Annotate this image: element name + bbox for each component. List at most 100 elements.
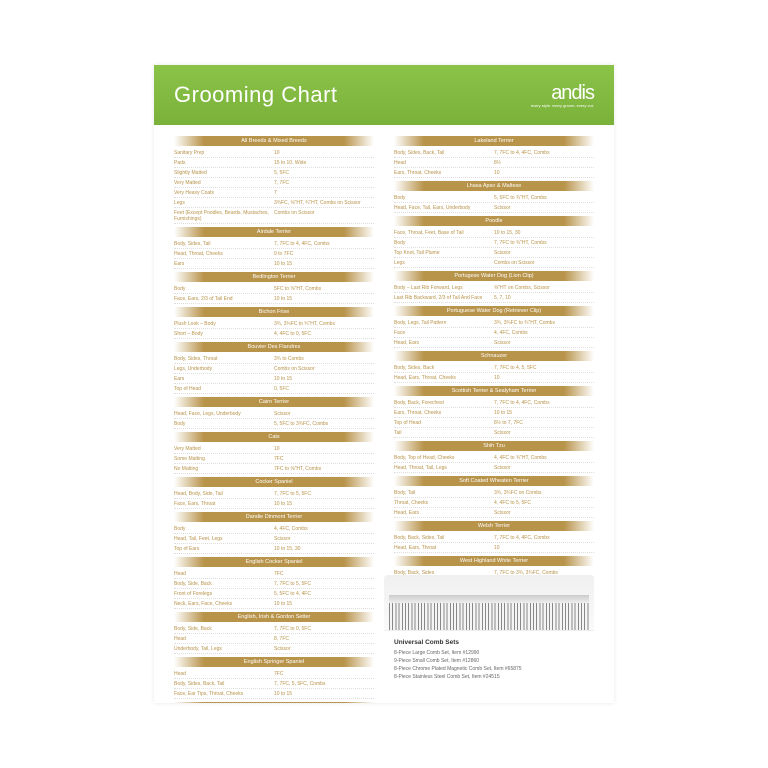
row-label: Legs — [174, 200, 274, 206]
table-row: Underbody, Tail, LegsScissor — [174, 644, 374, 654]
row-value: 7FC — [274, 671, 374, 677]
table-row: Body, Legs, Tail Pattern3¾, 3¾FC to ¾"HT… — [394, 318, 594, 328]
table-row: Head, Throat, Cheeks9 to 7FC — [174, 249, 374, 259]
section-header: Portuguese Water Dog (Retriever Clip) — [394, 306, 594, 316]
comb-sets-panel: Universal Comb Sets 8-Piece Large Comb S… — [384, 575, 594, 695]
row-label: Body, Sides, Throat — [174, 356, 274, 362]
row-value: 7, 7FC to 5, 5FC — [274, 581, 374, 587]
row-label: Head, Throat, Cheeks — [174, 251, 274, 257]
table-row: Body, Side, Back7, 7FC to 0, 5FC — [174, 624, 374, 634]
row-label: Body — [394, 195, 494, 201]
table-row: Body7, 7FC to ¾"HT, Combs — [394, 238, 594, 248]
row-value: 3¾, 3¾FC to ¾"HT, Combs — [494, 320, 594, 326]
table-row: Body, Back, Sides, Tail7, 7FC to 4, 4FC,… — [394, 533, 594, 543]
row-value: 10 to 15 — [494, 410, 594, 416]
row-value: 7, 7FC — [274, 180, 374, 186]
table-row: Sanitary Prep10 — [174, 148, 374, 158]
section-header: Dandie Dinmont Terrier — [174, 512, 374, 522]
table-row: Legs3¾FC, ⅝"HT, ¾"HT, Combs on Scissor — [174, 198, 374, 208]
header: Grooming Chart andis every style. every … — [154, 65, 614, 125]
table-row: Slightly Matted5, 5FC — [174, 168, 374, 178]
table-row: Body, Top of Head, Cheeks4, 4FC to ¾"HT,… — [394, 453, 594, 463]
row-label: Body, Sides, Tail — [174, 241, 274, 247]
table-row: Some Matting7FC — [174, 454, 374, 464]
row-value: 10 — [274, 446, 374, 452]
table-row: Very Heavy Coats7 — [174, 188, 374, 198]
row-value: 10 — [494, 170, 594, 176]
row-value: Combs on Scissor — [494, 260, 594, 266]
row-value: 7FC to ⅝"HT, Combs — [274, 466, 374, 472]
row-value: 7, 7FC to 5, 5FC — [274, 491, 374, 497]
row-label: Head, Face, Tail, Ears, Underbody — [394, 205, 494, 211]
row-label: Tail — [394, 430, 494, 436]
table-row: Neck, Ears, Face, Cheeks10 to 15 — [174, 599, 374, 609]
row-value: 4, 4FC to ¾"HT, Combs — [494, 455, 594, 461]
row-label: Head, Body, Side, Tail — [174, 491, 274, 497]
left-column: All Breeds & Mixed BreedsSanitary Prep10… — [174, 133, 374, 703]
row-value: 5, 5FC to ¾"HT, Combs — [494, 195, 594, 201]
row-label: Head, Tail, Feet, Legs — [174, 536, 274, 542]
row-value: 3¾ to Combs — [274, 356, 374, 362]
row-label: Top of Ears — [174, 546, 274, 552]
row-value: 7FC — [274, 571, 374, 577]
row-value: 5FC to ⅝"HT, Combs — [274, 286, 374, 292]
row-value: 15 to 10. Wide — [274, 160, 374, 166]
row-label: Ears — [174, 261, 274, 267]
section-header: Soft Coated Wheaten Terrier — [394, 476, 594, 486]
table-row: Face, Ears, Throat10 to 15 — [174, 499, 374, 509]
section-header: Fox Terrier & Irish Terrier — [174, 702, 374, 703]
row-label: Body, Sides, Back, Tail — [394, 150, 494, 156]
table-row: Very Matted10 — [174, 444, 374, 454]
row-value: 7, 7FC to 4, 4FC, Combs — [494, 400, 594, 406]
row-value: 8½ — [494, 160, 594, 166]
row-label: Some Matting — [174, 456, 274, 462]
row-label: Face, Ears, 2/3 of Tail End — [174, 296, 274, 302]
row-value: 10 to 15 — [274, 501, 374, 507]
row-label: Legs — [394, 260, 494, 266]
row-label: Body — [174, 526, 274, 532]
row-label: Slightly Matted — [174, 170, 274, 176]
table-row: Head, EarsScissor — [394, 508, 594, 518]
row-value: 5, 5FC — [274, 170, 374, 176]
row-label: Legs, Underbody — [174, 366, 274, 372]
table-row: Face, Ears, 2/3 of Tail End10 to 15 — [174, 294, 374, 304]
row-label: Body, Top of Head, Cheeks — [394, 455, 494, 461]
comb-line: 8-Piece Stainless Steel Comb Set, Item #… — [394, 674, 584, 680]
row-value: 4, 4FC, Combs — [494, 330, 594, 336]
row-value: 7, 7FC to 4, 4FC, Combs — [494, 535, 594, 541]
row-label: Head, Ears — [394, 510, 494, 516]
row-value: 4, 4FC, Combs — [274, 526, 374, 532]
logo-tagline: every style. every groom. every cut. — [531, 103, 594, 108]
row-value: ⅝"HT on Combs, Scissor — [494, 285, 594, 291]
row-value: Scissor — [494, 465, 594, 471]
section-header: Welsh Terrier — [394, 521, 594, 531]
row-label: Front of Forelegs — [174, 591, 274, 597]
table-row: Body5FC to ⅝"HT, Combs — [174, 284, 374, 294]
table-row: Head, Throat, Tail, LegsScissor — [394, 463, 594, 473]
row-value: 10 to 15 — [274, 261, 374, 267]
row-value: 3¾, 3¾FC on Combs — [494, 490, 594, 496]
row-label: Body, Back, Forechest — [394, 400, 494, 406]
row-label: Head — [174, 571, 274, 577]
row-value: 10 — [494, 545, 594, 551]
row-label: Body, Tail — [394, 490, 494, 496]
table-row: No Matting7FC to ⅝"HT, Combs — [174, 464, 374, 474]
section-header: Schnauzer — [394, 351, 594, 361]
row-label: Pads — [174, 160, 274, 166]
section-header: Airdale Terrier — [174, 227, 374, 237]
row-value: Scissor — [494, 340, 594, 346]
table-row: Front of Forelegs5, 5FC to 4, 4FC — [174, 589, 374, 599]
table-row: Body, Tail3¾, 3¾FC on Combs — [394, 488, 594, 498]
row-label: Body, Sides, Back, Tail — [174, 681, 274, 687]
table-row: Body5, 5FC to ¾"HT, Combs — [394, 193, 594, 203]
row-value: 3¾FC, ⅝"HT, ¾"HT, Combs on Scissor — [274, 200, 374, 206]
comb-line: 8-Piece Chrome Plated Magnetic Comb Set,… — [394, 666, 584, 672]
table-row: Head, Body, Side, Tail7, 7FC to 5, 5FC — [174, 489, 374, 499]
row-label: Sanitary Prep — [174, 150, 274, 156]
row-value: Scissor — [274, 411, 374, 417]
table-row: Head, EarsScissor — [394, 338, 594, 348]
row-label: Ears — [174, 376, 274, 382]
table-row: Top of Head0, 5FC — [174, 384, 374, 394]
row-label: Body — [174, 286, 274, 292]
table-row: Legs, UnderbodyCombs on Scissor — [174, 364, 374, 374]
